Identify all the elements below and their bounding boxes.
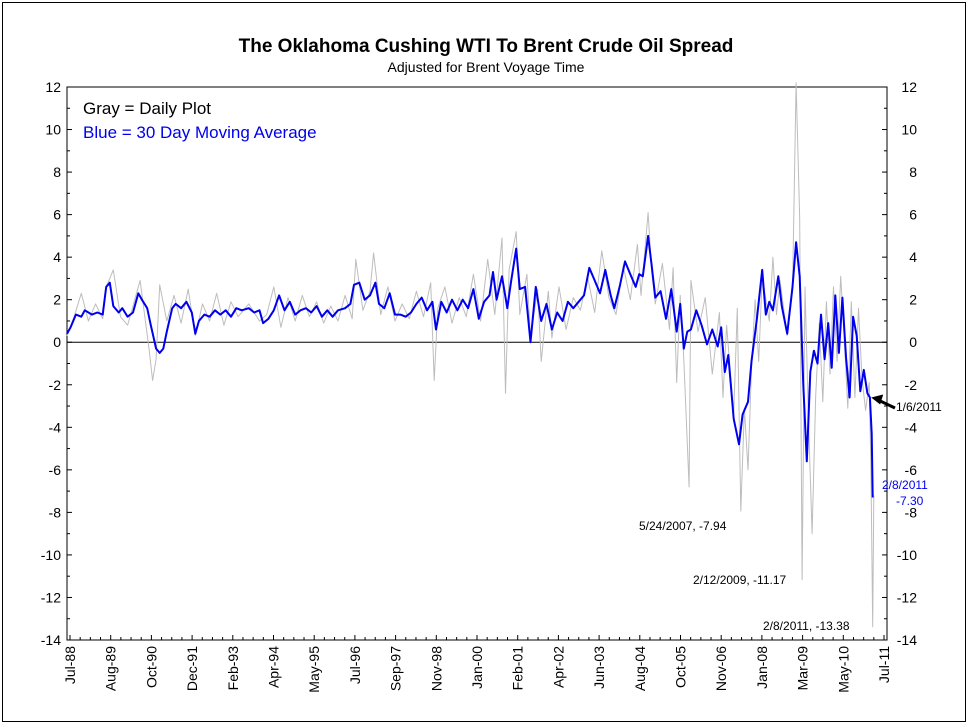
annotation-arrow-head	[871, 394, 884, 405]
x-tick-label: Nov-06	[713, 646, 729, 691]
y-axis-right: 12 10 8 6 4 2 0 -2 -4 -6 -8 -10 -12 -14	[882, 79, 917, 648]
y-tick-label-right: 2	[909, 292, 917, 308]
x-tick-label: Feb-93	[225, 646, 241, 691]
y-tick-label-right: -8	[905, 504, 918, 520]
y-tick-label-right: 4	[909, 249, 917, 265]
y-tick-label-left: -14	[41, 632, 61, 648]
annotations: 1/6/2011 2/8/2011 -7.30 5/24/2007, -7.94…	[639, 394, 942, 633]
x-tick-label: Apr-94	[266, 646, 282, 688]
plot-area	[66, 86, 888, 641]
y-tick-label-right: -4	[905, 419, 918, 435]
y-tick-label-right: -2	[905, 377, 918, 393]
x-tick-label: Apr-02	[550, 646, 566, 688]
x-tick-label: Oct-05	[673, 646, 689, 688]
y-tick-label-right: -10	[897, 547, 917, 563]
spread-chart: The Oklahoma Cushing WTI To Brent Crude …	[41, 36, 942, 693]
x-tick-label: Jul-88	[62, 646, 78, 684]
y-tick-label-left: 10	[45, 122, 61, 138]
x-tick-label: Oct-90	[143, 646, 159, 688]
x-tick-label: Nov-98	[428, 646, 444, 691]
y-tick-label-left: 6	[53, 207, 61, 223]
y-tick-label-right: 0	[909, 334, 917, 350]
x-tick-label: Jul-11	[876, 646, 892, 683]
x-tick-label: Sep-97	[388, 646, 404, 691]
x-tick-label: May-10	[835, 646, 851, 693]
x-tick-label: Jan-08	[754, 646, 770, 689]
y-tick-label-left: -2	[49, 377, 62, 393]
series-daily-line	[66, 82, 875, 628]
legend-item-average: Blue = 30 Day Moving Average	[83, 123, 317, 142]
y-axis-left: 12 10 8 6 4 2 0 -2 -4 -6 -8 -10 -12 -14	[41, 79, 72, 648]
annotation-arrow	[878, 399, 896, 410]
y-tick-label-right: 10	[901, 122, 917, 138]
x-tick-label: Jul-96	[347, 646, 363, 684]
x-tick-label: Jun-03	[591, 646, 607, 689]
y-tick-label-left: -4	[49, 419, 62, 435]
annotation-may-2007: 5/24/2007, -7.94	[639, 519, 727, 533]
x-axis: Jul-88 Aug-89 Oct-90 Dec-91 Feb-93 Apr-94 May-…	[62, 635, 892, 693]
chart-title: The Oklahoma Cushing WTI To Brent Crude …	[239, 36, 734, 57]
x-tick-label: May-95	[306, 646, 322, 693]
y-tick-label-left: -10	[41, 547, 61, 563]
y-tick-label-right: 8	[909, 164, 917, 180]
legend-item-daily: Gray = Daily Plot	[83, 99, 211, 118]
x-tick-label: Feb-01	[510, 646, 526, 691]
annotation-feb-2011-date: 2/8/2011	[882, 478, 928, 492]
chart-subtitle: Adjusted for Brent Voyage Time	[388, 59, 585, 75]
y-tick-label-left: 12	[45, 79, 61, 95]
annotation-feb-2011-value: -7.30	[896, 494, 924, 508]
y-tick-label-right: 6	[909, 207, 917, 223]
y-tick-label-right: -14	[897, 632, 917, 648]
series-average-line	[66, 234, 874, 498]
y-tick-label-left: -12	[41, 589, 61, 605]
y-tick-label-right: -12	[897, 589, 917, 605]
annotation-feb-2009: 2/12/2009, -11.17	[693, 573, 787, 587]
y-tick-label-left: 0	[53, 334, 61, 350]
y-tick-label-left: -8	[49, 504, 62, 520]
annotation-feb-2011-low: 2/8/2011, -13.38	[763, 619, 850, 633]
x-tick-label: Dec-91	[184, 646, 200, 691]
series-layer	[66, 82, 875, 628]
annotation-jan-2011: 1/6/2011	[896, 400, 942, 414]
x-tick-label: Aug-04	[632, 646, 648, 691]
x-tick-label: Aug-89	[103, 646, 119, 691]
x-tick-label: Mar-09	[795, 646, 811, 691]
y-tick-label-left: 2	[53, 292, 61, 308]
y-tick-label-right: 12	[901, 79, 917, 95]
y-tick-label-left: 8	[53, 164, 61, 180]
y-tick-label-left: -6	[49, 462, 62, 478]
legend: Gray = Daily Plot Blue = 30 Day Moving A…	[83, 99, 317, 142]
x-tick-label: Jan-00	[469, 646, 485, 689]
y-tick-label-left: 4	[53, 249, 61, 265]
y-tick-label-right: -6	[905, 462, 918, 478]
